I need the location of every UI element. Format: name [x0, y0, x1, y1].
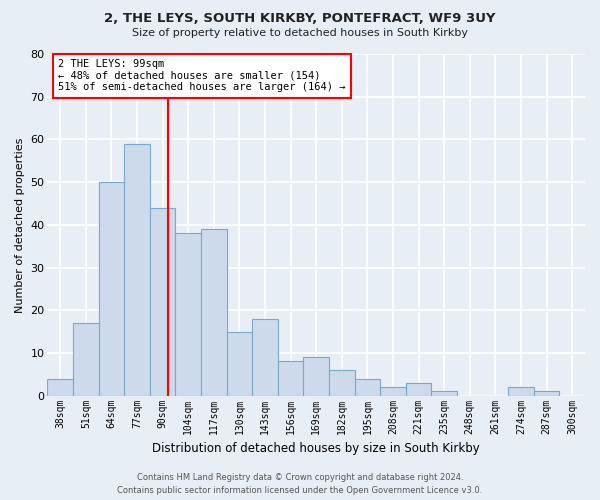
Bar	[406, 383, 431, 396]
Bar	[201, 229, 227, 396]
Bar	[98, 182, 124, 396]
Bar	[355, 378, 380, 396]
Bar	[73, 323, 98, 396]
Bar	[150, 208, 175, 396]
Text: Contains HM Land Registry data © Crown copyright and database right 2024.
Contai: Contains HM Land Registry data © Crown c…	[118, 474, 482, 495]
Text: 2, THE LEYS, SOUTH KIRKBY, PONTEFRACT, WF9 3UY: 2, THE LEYS, SOUTH KIRKBY, PONTEFRACT, W…	[104, 12, 496, 26]
Bar	[329, 370, 355, 396]
Bar	[252, 319, 278, 396]
Bar	[380, 387, 406, 396]
Bar	[124, 144, 150, 396]
Text: 2 THE LEYS: 99sqm
← 48% of detached houses are smaller (154)
51% of semi-detache: 2 THE LEYS: 99sqm ← 48% of detached hous…	[58, 59, 346, 92]
Bar	[304, 357, 329, 396]
Bar	[175, 234, 201, 396]
Y-axis label: Number of detached properties: Number of detached properties	[15, 137, 25, 312]
Bar	[508, 387, 534, 396]
Bar	[278, 362, 304, 396]
Bar	[534, 392, 559, 396]
Bar	[227, 332, 252, 396]
X-axis label: Distribution of detached houses by size in South Kirkby: Distribution of detached houses by size …	[152, 442, 480, 455]
Bar	[47, 378, 73, 396]
Text: Size of property relative to detached houses in South Kirkby: Size of property relative to detached ho…	[132, 28, 468, 38]
Bar	[431, 392, 457, 396]
